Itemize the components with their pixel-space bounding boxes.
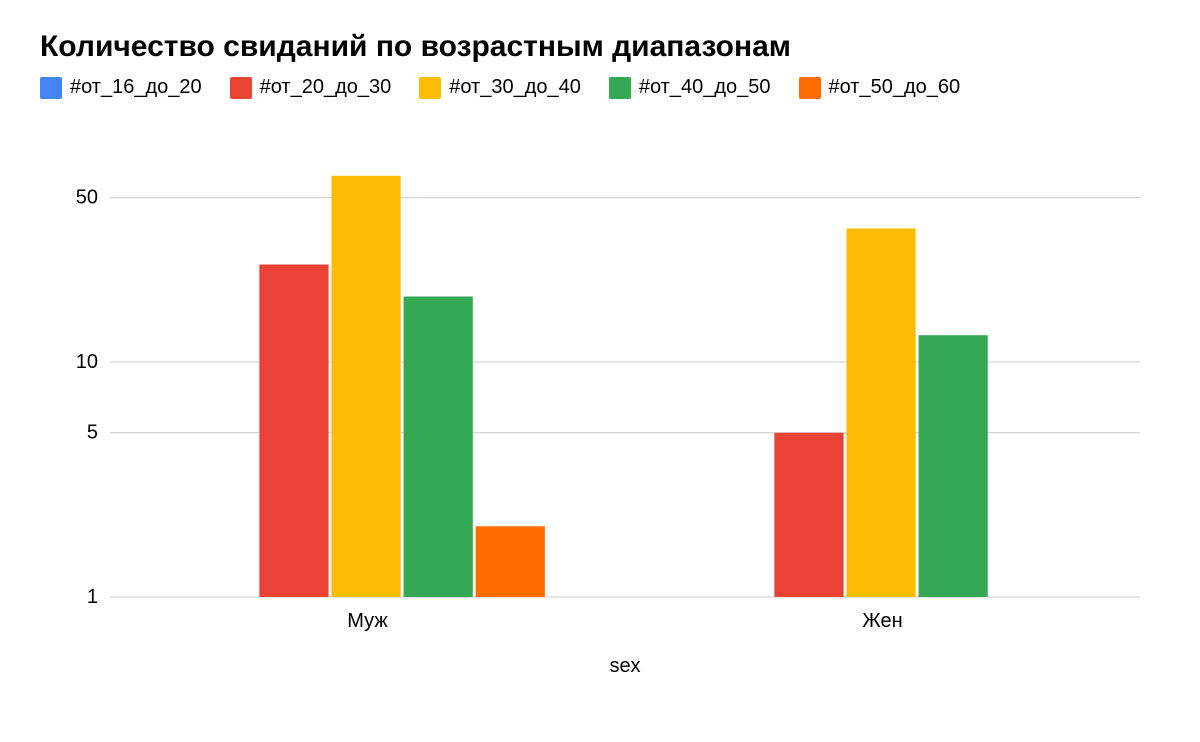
legend-label: #от_30_до_40 bbox=[449, 76, 581, 99]
bar[interactable] bbox=[331, 176, 400, 597]
bar[interactable] bbox=[919, 335, 988, 597]
legend-label: #от_40_до_50 bbox=[639, 76, 771, 99]
legend-label: #от_16_до_20 bbox=[70, 76, 202, 99]
bar[interactable] bbox=[404, 296, 473, 597]
y-tick-label: 1 bbox=[87, 586, 98, 608]
legend-item[interactable]: #от_30_до_40 bbox=[419, 76, 581, 99]
legend-swatch bbox=[230, 77, 252, 99]
x-tick-label: Муж bbox=[347, 610, 388, 632]
legend-swatch bbox=[40, 77, 62, 99]
legend-swatch bbox=[419, 77, 441, 99]
legend-label: #от_50_до_60 bbox=[829, 76, 961, 99]
legend-item[interactable]: #от_16_до_20 bbox=[40, 76, 202, 99]
legend-item[interactable]: #от_20_до_30 bbox=[230, 76, 392, 99]
y-tick-label: 50 bbox=[76, 187, 98, 209]
legend-label: #от_20_до_30 bbox=[260, 76, 392, 99]
y-tick-label: 5 bbox=[87, 422, 98, 444]
bar[interactable] bbox=[846, 228, 915, 597]
legend-swatch bbox=[609, 77, 631, 99]
x-tick-label: Жен bbox=[862, 610, 902, 632]
y-tick-label: 10 bbox=[76, 351, 98, 373]
bar-chart-svg: 1 5 10 50 Муж Жен sex bbox=[40, 107, 1160, 687]
legend-item[interactable]: #от_40_до_50 bbox=[609, 76, 771, 99]
plot-area: 1 5 10 50 Муж Жен sex bbox=[40, 107, 1160, 722]
legend-item[interactable]: #от_50_до_60 bbox=[799, 76, 961, 99]
legend-swatch bbox=[799, 77, 821, 99]
x-axis-title: sex bbox=[609, 655, 640, 677]
legend: #от_16_до_20 #от_20_до_30 #от_30_до_40 #от_… bbox=[40, 76, 1160, 99]
chart-title: Количество свиданий по возрастным диапаз… bbox=[40, 30, 1160, 64]
bar[interactable] bbox=[259, 264, 328, 597]
bar[interactable] bbox=[476, 526, 545, 597]
chart-container: Количество свиданий по возрастным диапаз… bbox=[0, 0, 1200, 742]
bar[interactable] bbox=[774, 433, 843, 597]
